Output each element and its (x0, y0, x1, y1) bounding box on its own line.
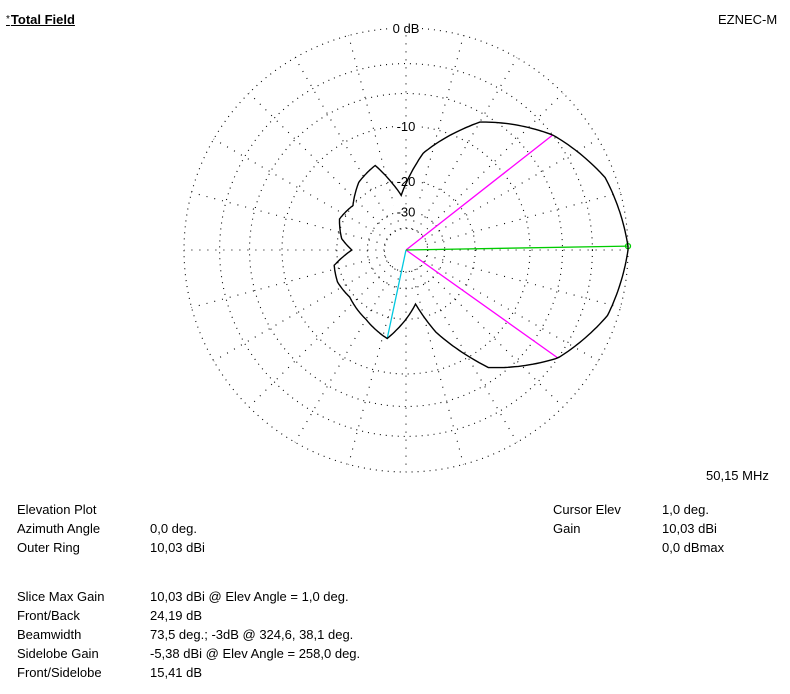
grid-spoke (213, 138, 388, 240)
stat-value: 15,41 dB (150, 665, 203, 680)
stat-value: 73,5 deg.; -3dB @ 324,6, 38,1 deg. (150, 627, 354, 642)
stat-value: 24,19 dB (150, 608, 203, 623)
grid-ring (281, 125, 531, 375)
cursor-label: Cursor Elev (553, 502, 621, 517)
chart-title: *Total Field (6, 12, 75, 28)
cursor-value: 0,0 dBmax (662, 540, 725, 555)
grid-spoke (420, 264, 564, 408)
cursor-label: Gain (553, 521, 581, 536)
ring-label: 0 dB (393, 21, 420, 36)
ring-labels: 0 dB -10 -20 -30 (390, 21, 422, 219)
info-value: 10,03 dBi (150, 540, 205, 555)
info-value: 0,0 deg. (150, 521, 197, 536)
ring-label-bg (393, 173, 419, 188)
ring-label-bg (390, 21, 422, 35)
beamwidth-line (405, 134, 554, 251)
grid-spoke (294, 57, 396, 232)
ring-label-bg (393, 204, 419, 219)
ring-label-bg (393, 119, 419, 133)
info-label: Elevation Plot (17, 502, 97, 517)
indicator-lines (386, 134, 632, 359)
grid-spoke (294, 268, 396, 443)
info-label: Azimuth Angle (17, 521, 101, 536)
grid-spoke (424, 260, 599, 362)
title-marker: * (6, 14, 10, 25)
frequency-label: 50,15 MHz (706, 468, 769, 483)
stat-value: 10,03 dBi @ Elev Angle = 1,0 deg. (150, 589, 349, 604)
ring-label: -10 (397, 119, 416, 134)
pattern-group (333, 121, 629, 369)
cursor-value: 10,03 dBi (662, 521, 717, 536)
ring-label: -30 (397, 204, 416, 219)
beamwidth-line (405, 249, 559, 359)
grid-spoke (424, 138, 599, 240)
grid-ring (248, 92, 564, 408)
program-name: EZNEC-M (718, 12, 778, 27)
grid-spoke (416, 57, 518, 232)
grid-ring (219, 63, 593, 437)
sidelobe-line (386, 249, 407, 339)
pattern-trace (333, 121, 629, 369)
grid-ring (366, 210, 446, 290)
stat-value: -5,38 dBi @ Elev Angle = 258,0 deg. (150, 646, 361, 661)
stat-label: Front/Sidelobe (17, 665, 102, 680)
cursor-value: 1,0 deg. (662, 502, 709, 517)
cursor-line (405, 245, 629, 251)
title-text: Total Field (10, 12, 75, 27)
stat-label: Front/Back (17, 608, 80, 623)
info-label: Outer Ring (17, 540, 80, 555)
stat-label: Beamwidth (17, 627, 82, 642)
grid-spoke (248, 264, 392, 408)
ring-label: -20 (397, 174, 416, 189)
grid-spoke (420, 92, 564, 236)
grid-spoke (248, 92, 392, 236)
stat-label: Sidelobe Gain (17, 646, 99, 661)
grid-spoke (213, 260, 388, 362)
stat-label: Slice Max Gain (17, 589, 105, 604)
